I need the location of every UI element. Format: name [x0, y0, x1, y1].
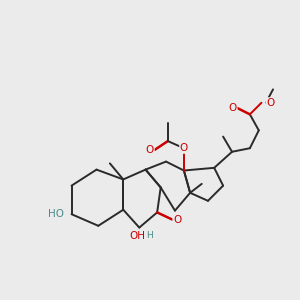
Text: OH: OH: [130, 231, 146, 241]
Text: H: H: [146, 231, 153, 240]
Text: O: O: [180, 143, 188, 153]
Text: HO: HO: [48, 209, 64, 219]
Text: O: O: [266, 98, 274, 108]
Text: O: O: [229, 103, 237, 113]
Text: O: O: [146, 145, 154, 155]
Text: O: O: [173, 214, 181, 224]
